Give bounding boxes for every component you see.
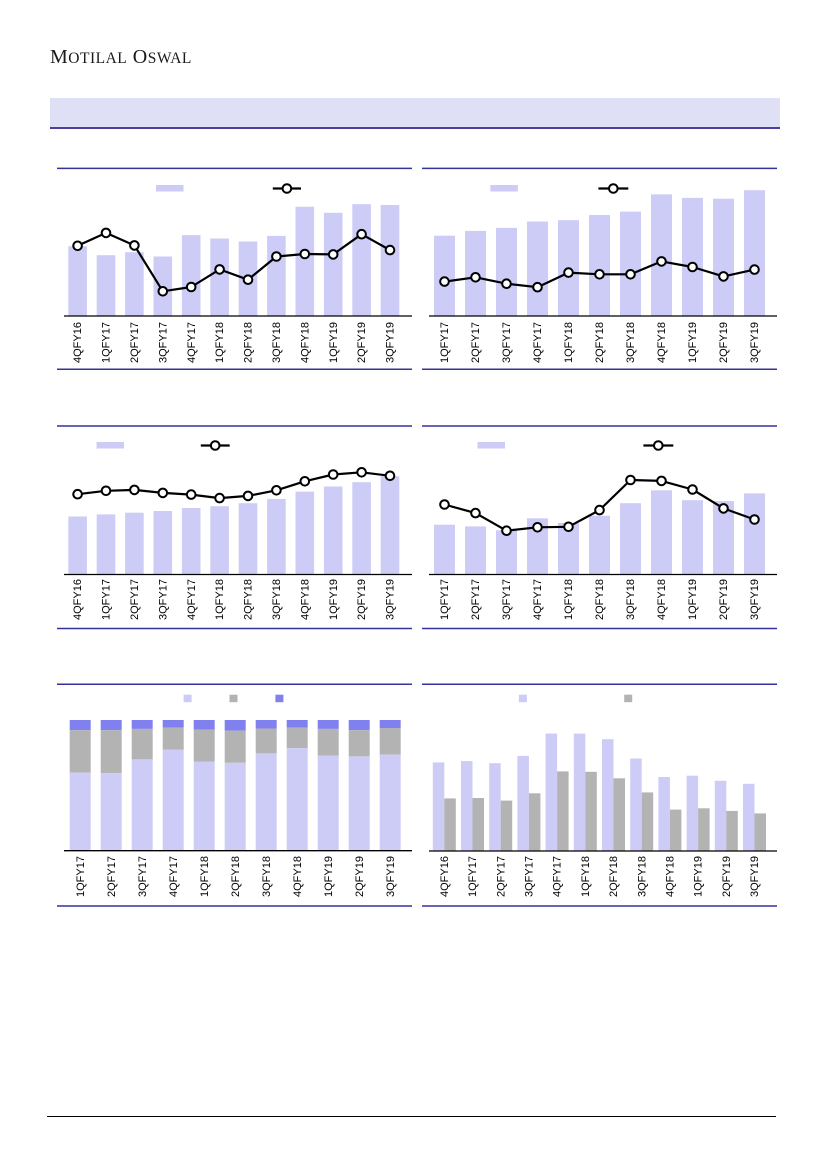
svg-text:3QFY18: 3QFY18 [636, 856, 648, 897]
svg-text:3QFY17: 3QFY17 [157, 322, 169, 363]
svg-text:4QFY17: 4QFY17 [168, 856, 180, 897]
svg-text:1QFY18: 1QFY18 [214, 322, 226, 363]
svg-text:1QFY17: 1QFY17 [75, 856, 87, 897]
svg-text:4QFY16: 4QFY16 [439, 856, 451, 897]
svg-text:1QFY19: 1QFY19 [693, 856, 705, 897]
svg-text:1QFY17: 1QFY17 [467, 856, 479, 897]
svg-text:2QFY19: 2QFY19 [356, 579, 368, 620]
svg-text:2QFY18: 2QFY18 [594, 322, 606, 363]
svg-text:2QFY17: 2QFY17 [495, 856, 507, 897]
svg-text:3QFY18: 3QFY18 [261, 856, 273, 897]
svg-text:4QFY18: 4QFY18 [292, 856, 304, 897]
svg-text:4QFY17: 4QFY17 [532, 579, 544, 620]
svg-text:2QFY17: 2QFY17 [129, 579, 141, 620]
svg-text:3QFY19: 3QFY19 [385, 856, 397, 897]
svg-text:1QFY18: 1QFY18 [563, 579, 575, 620]
svg-text:4QFY17: 4QFY17 [532, 322, 544, 363]
svg-text:3QFY18: 3QFY18 [271, 322, 283, 363]
svg-text:3QFY17: 3QFY17 [137, 856, 149, 897]
svg-text:2QFY19: 2QFY19 [718, 579, 730, 620]
svg-text:1QFY18: 1QFY18 [214, 579, 226, 620]
svg-text:3QFY17: 3QFY17 [501, 579, 513, 620]
svg-text:2QFY19: 2QFY19 [718, 322, 730, 363]
svg-text:4QFY18: 4QFY18 [656, 322, 668, 363]
svg-text:1QFY19: 1QFY19 [687, 579, 699, 620]
svg-text:2QFY18: 2QFY18 [243, 322, 255, 363]
svg-text:3QFY19: 3QFY19 [385, 322, 397, 363]
svg-text:2QFY17: 2QFY17 [470, 579, 482, 620]
svg-text:2QFY17: 2QFY17 [106, 856, 118, 897]
svg-text:1QFY19: 1QFY19 [323, 856, 335, 897]
svg-text:4QFY18: 4QFY18 [299, 322, 311, 363]
svg-text:4QFY17: 4QFY17 [186, 322, 198, 363]
svg-text:3QFY18: 3QFY18 [625, 322, 637, 363]
svg-text:4QFY16: 4QFY16 [72, 579, 84, 620]
svg-text:1QFY19: 1QFY19 [328, 322, 340, 363]
svg-text:4QFY17: 4QFY17 [186, 579, 198, 620]
svg-text:4QFY18: 4QFY18 [299, 579, 311, 620]
svg-text:2QFY18: 2QFY18 [608, 856, 620, 897]
svg-text:2QFY17: 2QFY17 [129, 322, 141, 363]
svg-text:1QFY17: 1QFY17 [439, 579, 451, 620]
svg-text:3QFY18: 3QFY18 [625, 579, 637, 620]
svg-text:3QFY17: 3QFY17 [157, 579, 169, 620]
svg-text:2QFY18: 2QFY18 [594, 579, 606, 620]
svg-text:1QFY19: 1QFY19 [328, 579, 340, 620]
svg-text:4QFY18: 4QFY18 [656, 579, 668, 620]
svg-text:1QFY17: 1QFY17 [101, 579, 113, 620]
svg-text:2QFY19: 2QFY19 [721, 856, 733, 897]
svg-text:1QFY19: 1QFY19 [687, 322, 699, 363]
svg-text:3QFY19: 3QFY19 [385, 579, 397, 620]
svg-text:1QFY18: 1QFY18 [563, 322, 575, 363]
svg-text:2QFY18: 2QFY18 [230, 856, 242, 897]
svg-text:1QFY18: 1QFY18 [580, 856, 592, 897]
svg-text:2QFY17: 2QFY17 [470, 322, 482, 363]
svg-text:3QFY19: 3QFY19 [749, 579, 761, 620]
svg-text:3QFY19: 3QFY19 [749, 856, 761, 897]
svg-text:2QFY18: 2QFY18 [243, 579, 255, 620]
svg-text:3QFY17: 3QFY17 [501, 322, 513, 363]
svg-text:1QFY18: 1QFY18 [199, 856, 211, 897]
svg-text:3QFY19: 3QFY19 [749, 322, 761, 363]
svg-text:1QFY17: 1QFY17 [101, 322, 113, 363]
svg-text:3QFY17: 3QFY17 [524, 856, 536, 897]
svg-text:2QFY19: 2QFY19 [356, 322, 368, 363]
svg-text:4QFY18: 4QFY18 [665, 856, 677, 897]
svg-text:1QFY17: 1QFY17 [439, 322, 451, 363]
svg-text:4QFY17: 4QFY17 [552, 856, 564, 897]
svg-text:2QFY19: 2QFY19 [354, 856, 366, 897]
svg-text:4QFY16: 4QFY16 [72, 322, 84, 363]
svg-text:3QFY18: 3QFY18 [271, 579, 283, 620]
